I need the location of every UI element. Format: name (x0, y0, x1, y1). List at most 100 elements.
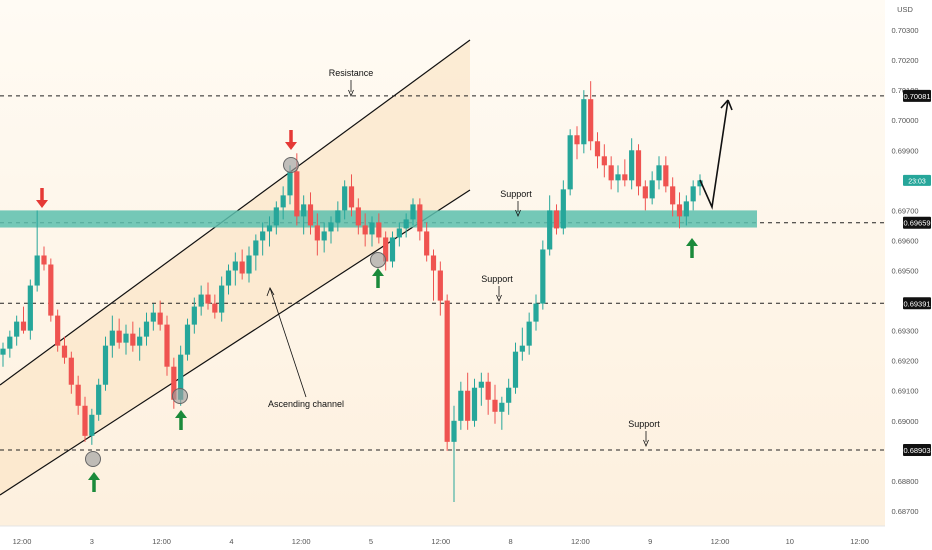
candle[interactable] (499, 396, 505, 430)
candle[interactable] (239, 249, 245, 280)
candle[interactable] (14, 315, 20, 346)
candle[interactable] (314, 213, 320, 256)
candle[interactable] (328, 216, 334, 244)
candle[interactable] (601, 144, 607, 178)
candle[interactable] (615, 165, 621, 193)
candle[interactable] (61, 336, 68, 364)
candle[interactable] (656, 156, 662, 190)
candle[interactable] (27, 279, 33, 340)
candle[interactable] (670, 177, 676, 217)
candle[interactable] (519, 327, 525, 361)
candle[interactable] (246, 246, 252, 283)
time-axis[interactable] (0, 526, 885, 550)
candle[interactable] (437, 261, 443, 316)
candle[interactable] (20, 306, 27, 334)
candle[interactable] (150, 303, 156, 331)
candle[interactable] (266, 216, 273, 247)
candle[interactable] (260, 222, 266, 256)
candle[interactable] (540, 240, 546, 310)
candle[interactable] (232, 252, 238, 286)
candle[interactable] (690, 180, 696, 211)
candle[interactable] (48, 258, 54, 322)
candle[interactable] (683, 195, 689, 226)
candle[interactable] (116, 318, 122, 349)
candle[interactable] (335, 201, 341, 232)
candle[interactable] (506, 378, 512, 415)
candle[interactable] (376, 213, 382, 244)
candle[interactable] (102, 336, 109, 391)
candle[interactable] (581, 90, 587, 154)
candle[interactable] (410, 198, 416, 226)
candle[interactable] (123, 324, 129, 355)
candle[interactable] (485, 372, 491, 415)
candle[interactable] (512, 342, 519, 394)
candle[interactable] (649, 171, 655, 205)
candle[interactable] (157, 300, 163, 331)
candle[interactable] (458, 381, 464, 430)
candle[interactable] (273, 201, 279, 235)
candle[interactable] (594, 132, 601, 169)
candle[interactable] (369, 216, 375, 247)
candle[interactable] (342, 180, 348, 220)
candle[interactable] (451, 405, 457, 502)
candle[interactable] (560, 180, 566, 235)
candle[interactable] (348, 174, 355, 217)
candle[interactable] (389, 231, 396, 268)
candle[interactable] (362, 213, 368, 247)
candle[interactable] (68, 351, 74, 394)
candle[interactable] (301, 195, 307, 235)
candle[interactable] (465, 372, 471, 430)
candle[interactable] (137, 327, 143, 361)
candle[interactable] (212, 294, 218, 319)
candle[interactable] (184, 318, 191, 361)
candle[interactable] (424, 222, 430, 262)
candle[interactable] (567, 129, 573, 196)
candle[interactable] (96, 378, 102, 421)
candle[interactable] (676, 192, 683, 229)
candle[interactable] (7, 330, 13, 358)
candle[interactable] (635, 144, 642, 196)
candle[interactable] (34, 210, 40, 292)
candle[interactable] (608, 156, 614, 190)
candle[interactable] (430, 249, 437, 301)
candle[interactable] (471, 378, 478, 427)
candle[interactable] (75, 375, 81, 415)
candle[interactable] (89, 408, 95, 445)
candle[interactable] (444, 294, 450, 451)
candle[interactable] (55, 309, 61, 352)
candle[interactable] (219, 276, 225, 322)
candle[interactable] (109, 315, 115, 358)
candle[interactable] (403, 213, 409, 238)
candle[interactable] (663, 156, 669, 193)
candle[interactable] (253, 234, 259, 271)
candle[interactable] (383, 231, 389, 271)
candle[interactable] (82, 396, 88, 442)
candle[interactable] (307, 192, 314, 235)
candle[interactable] (205, 282, 211, 310)
candle[interactable] (629, 138, 635, 190)
candle[interactable] (574, 126, 580, 160)
candle[interactable] (280, 186, 286, 220)
candle[interactable] (143, 312, 150, 346)
candle[interactable] (225, 264, 232, 295)
candle[interactable] (547, 195, 553, 256)
candle[interactable] (0, 342, 6, 367)
candle[interactable] (697, 174, 703, 196)
candle[interactable] (492, 384, 498, 424)
candle[interactable] (478, 372, 484, 406)
candle[interactable] (526, 312, 532, 355)
candle[interactable] (191, 297, 197, 334)
candle[interactable] (588, 81, 594, 151)
candle[interactable] (355, 198, 361, 235)
candle[interactable] (198, 285, 204, 316)
candle[interactable] (417, 198, 423, 241)
candle[interactable] (533, 294, 539, 331)
candle[interactable] (41, 246, 47, 271)
candle[interactable] (553, 204, 560, 235)
candle[interactable] (396, 222, 402, 247)
candle[interactable] (164, 315, 170, 376)
candle[interactable] (130, 321, 136, 352)
candle[interactable] (622, 159, 628, 187)
candle[interactable] (321, 222, 327, 253)
